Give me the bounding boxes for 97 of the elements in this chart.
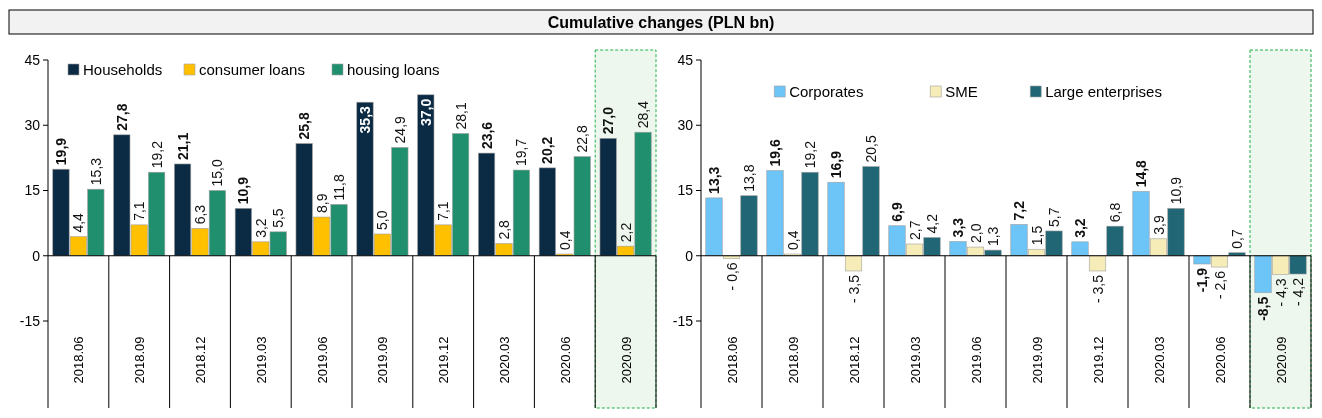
legend-label: Large enterprises xyxy=(1045,83,1162,101)
data-label: 35,3 xyxy=(356,105,373,134)
data-label: 3,2 xyxy=(252,218,269,238)
data-label: 2,0 xyxy=(967,223,984,244)
data-label: 1,5 xyxy=(1028,225,1045,246)
x-tick-label: 2018.12 xyxy=(846,336,862,384)
data-label: 28,1 xyxy=(452,102,469,130)
data-label: 4,4 xyxy=(70,212,87,233)
data-label: 14,8 xyxy=(1133,159,1150,188)
y-tick-label: 0 xyxy=(685,247,694,264)
y-tick-label: 45 xyxy=(677,51,694,68)
x-tick-label: 2020.06 xyxy=(1212,336,1228,384)
data-label: 7,2 xyxy=(1011,200,1028,221)
data-label: 7,1 xyxy=(131,201,148,221)
data-label: 2,8 xyxy=(496,219,512,240)
x-tick-label: 2019.03 xyxy=(253,336,269,384)
x-tick-label: 2020.09 xyxy=(618,336,634,384)
data-label: 37,0 xyxy=(417,98,434,127)
data-label: - 3,5 xyxy=(1089,274,1106,303)
y-tick-label: 45 xyxy=(24,51,41,68)
data-label: 0,4 xyxy=(556,230,573,251)
legend-label: consumer loans xyxy=(199,61,305,79)
data-label: 10,9 xyxy=(1167,176,1184,205)
y-tick-label: 30 xyxy=(24,117,41,134)
x-tick-label: 2019.06 xyxy=(968,336,984,384)
x-tick-label: 2019.12 xyxy=(1090,336,1106,384)
data-label: 21,1 xyxy=(174,132,191,160)
x-tick-label: 2018.06 xyxy=(724,336,740,384)
data-label: 4,2 xyxy=(923,213,940,234)
data-label: 6,8 xyxy=(1106,202,1123,223)
legend-label: SME xyxy=(945,83,978,101)
data-label: 23,6 xyxy=(478,121,495,150)
data-label: 16,9 xyxy=(828,150,845,179)
data-label: 7,1 xyxy=(435,201,452,221)
y-tick-label: -15 xyxy=(19,312,41,329)
data-label: 19,6 xyxy=(767,139,784,167)
data-label: 19,9 xyxy=(52,137,69,166)
x-tick-label: 2019.03 xyxy=(907,336,923,384)
data-label: 28,4 xyxy=(635,100,652,129)
x-tick-label: 2020.03 xyxy=(1151,336,1167,384)
data-label: 6,3 xyxy=(192,204,208,225)
data-label: 13,8 xyxy=(740,164,757,192)
data-label: - 4,2 xyxy=(1289,277,1306,307)
x-tick-label: 2018.09 xyxy=(132,336,148,384)
data-label: 5,7 xyxy=(1045,207,1062,227)
data-label: 20,2 xyxy=(539,136,556,164)
data-label: 0,4 xyxy=(784,230,801,251)
data-label: 19,2 xyxy=(801,140,818,169)
x-tick-label: 2018.09 xyxy=(785,336,801,384)
data-label: - 0,6 xyxy=(723,262,740,291)
data-label: 10,9 xyxy=(235,176,252,205)
x-tick-label: 2019.06 xyxy=(314,336,330,384)
chart-title: Cumulative changes (PLN bn) xyxy=(547,13,775,31)
data-label: 6,9 xyxy=(889,202,906,222)
x-tick-label: 2018.06 xyxy=(71,336,87,384)
x-tick-label: 2020.09 xyxy=(1273,336,1289,384)
y-tick-label: 15 xyxy=(24,182,41,199)
data-label: 8,9 xyxy=(313,193,330,214)
data-label: 0,7 xyxy=(1228,229,1245,249)
data-label: 3,2 xyxy=(1072,218,1089,238)
legend-label: housing loans xyxy=(347,61,440,79)
data-label: - 3,5 xyxy=(845,274,862,303)
data-label: 24,9 xyxy=(391,115,408,144)
data-label: 13,3 xyxy=(706,166,723,194)
x-tick-label: 2020.06 xyxy=(557,336,573,384)
data-label: 3,3 xyxy=(950,217,967,238)
data-label: 5,5 xyxy=(270,208,287,228)
data-label: 27,0 xyxy=(600,106,617,135)
y-tick-label: 30 xyxy=(677,117,694,134)
data-label: -8,5 xyxy=(1255,296,1272,321)
data-label: 15,0 xyxy=(209,159,226,187)
data-label: 1,3 xyxy=(984,226,1001,247)
data-label: - 2,6 xyxy=(1211,270,1228,300)
data-label: 25,8 xyxy=(296,112,313,140)
data-label: 19,2 xyxy=(148,140,165,169)
data-label: 15,3 xyxy=(87,157,104,186)
x-tick-label: 2019.09 xyxy=(1029,336,1045,384)
data-label: - 4,3 xyxy=(1272,278,1289,307)
data-label: 20,5 xyxy=(862,135,879,163)
y-tick-label: 0 xyxy=(32,247,41,264)
x-tick-label: 2019.12 xyxy=(436,336,452,384)
y-tick-label: 15 xyxy=(677,182,694,199)
legend-label: Households xyxy=(83,61,163,79)
data-label: 19,7 xyxy=(513,138,530,167)
data-label: 5,0 xyxy=(374,210,391,230)
data-label: -1,9 xyxy=(1194,267,1211,293)
data-label: 27,8 xyxy=(113,103,130,131)
data-label: 3,9 xyxy=(1150,215,1167,235)
data-label: 2,2 xyxy=(617,222,634,243)
y-tick-label: -15 xyxy=(672,312,694,329)
data-label: 22,8 xyxy=(574,125,591,153)
data-label: 2,7 xyxy=(906,220,923,241)
x-tick-label: 2018.12 xyxy=(193,336,208,384)
x-tick-label: 2019.09 xyxy=(375,336,391,384)
legend-label: Corporates xyxy=(789,83,864,101)
data-label: 11,8 xyxy=(331,174,348,201)
x-tick-label: 2020.03 xyxy=(497,336,512,384)
